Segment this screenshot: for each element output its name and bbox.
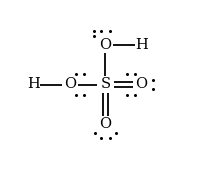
Text: O: O	[99, 38, 112, 52]
Text: S: S	[100, 78, 111, 91]
Text: O: O	[135, 78, 147, 91]
Text: O: O	[64, 78, 76, 91]
Text: H: H	[135, 38, 148, 52]
Text: O: O	[99, 117, 112, 131]
Text: H: H	[28, 78, 40, 91]
